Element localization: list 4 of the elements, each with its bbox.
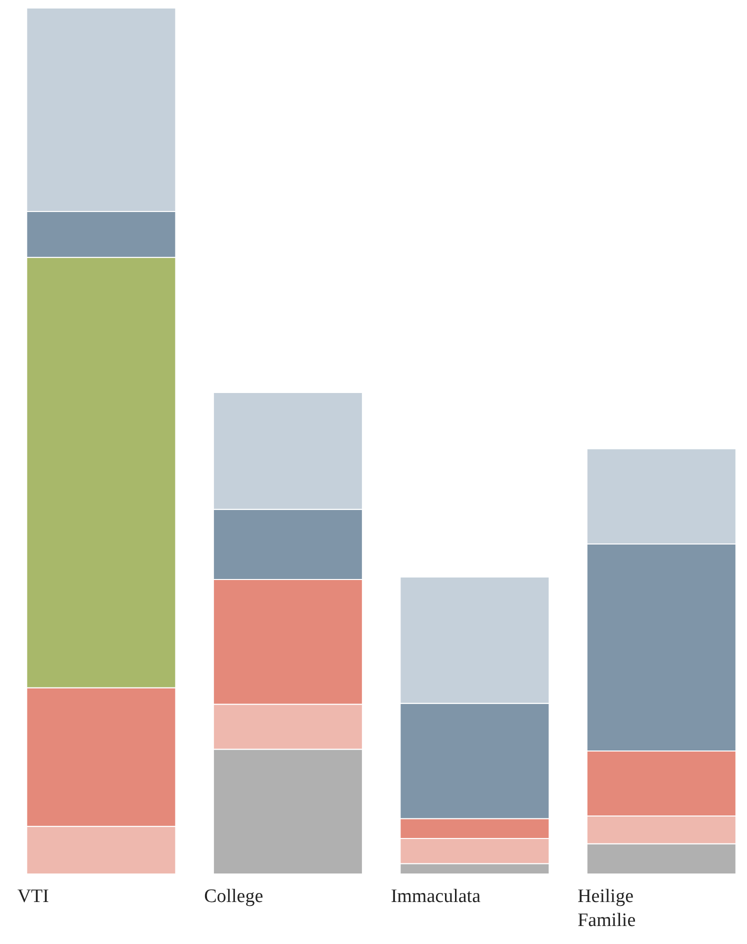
x-tick-label: Heilige Familie [578, 886, 636, 931]
x-tick-label: College [204, 886, 264, 907]
x-tick-label: Immaculata [390, 886, 482, 907]
x-tick-label: VTI [17, 886, 49, 907]
